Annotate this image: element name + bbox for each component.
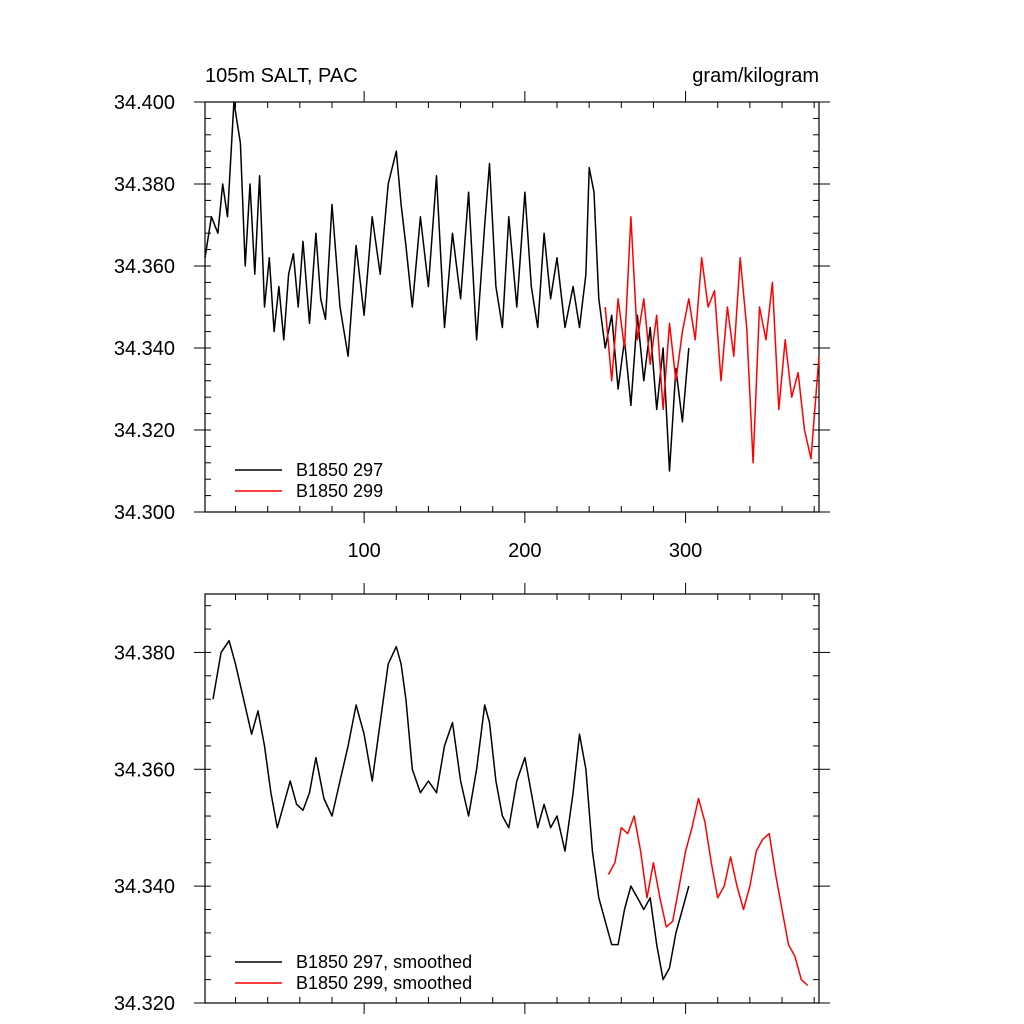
series-line-b1850-297-smoothed [212,639,690,981]
bottom-panel-frame [204,593,820,1004]
series-line-b1850-299 [604,216,820,464]
top-panel-ticks: 34.300 34.320 34.340 34.360 34.380 34.400 100 2… [114,91,830,562]
legend-label-b1850-299-smoothed: B1850 299, smoothed [296,973,472,993]
legend-label-b1850-297: B1850 297 [296,460,383,480]
y-tick-label: 34.380 [114,642,175,664]
bottom-panel-series [212,639,809,987]
y-tick-label: 34.360 [114,759,175,781]
y-tick-label: 34.320 [114,993,175,1015]
top-panel-frame [204,101,820,513]
y-tick-label: 34.300 [114,502,175,524]
legend-label-b1850-299: B1850 299 [296,481,383,501]
x-tick-label: 300 [669,540,702,562]
bottom-panel: 34.320 34.340 34.360 34.380 B1850 297, smoo… [114,583,830,1015]
top-panel-series [204,101,820,472]
bottom-panel-ticks: 34.320 34.340 34.360 34.380 [114,583,830,1015]
top-panel: 105m SALT, PAC gram/kilogram 34.300 34.32… [114,65,830,562]
legend-label-b1850-297-smoothed: B1850 297, smoothed [296,952,472,972]
y-tick-label: 34.360 [114,256,175,278]
x-tick-label: 100 [347,540,380,562]
y-tick-label: 34.320 [114,420,175,442]
y-tick-label: 34.340 [114,338,175,360]
y-tick-label: 34.380 [114,174,175,196]
y-tick-label: 34.400 [114,92,175,114]
top-panel-units: gram/kilogram [692,65,819,87]
y-tick-label: 34.340 [114,876,175,898]
series-line-b1850-299-smoothed [607,797,809,987]
x-tick-label: 200 [508,540,541,562]
top-panel-title: 105m SALT, PAC [205,65,358,87]
series-line-b1850-297 [204,101,690,472]
bottom-panel-legend: B1850 297, smoothed B1850 299, smoothed [235,952,472,993]
top-panel-legend: B1850 297 B1850 299 [235,460,383,501]
